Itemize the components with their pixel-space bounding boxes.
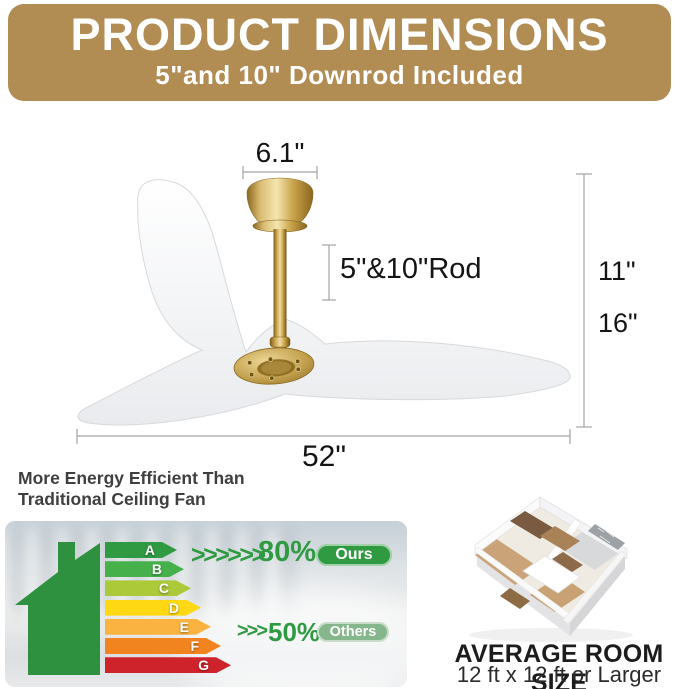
energy-bar-letter: C [158,580,169,597]
rod-length-dimension-line [322,244,336,301]
efficiency-heading-line1: More Energy Efficient Than [18,468,245,488]
energy-bar-letter: D [168,599,179,616]
height-lower-label: 16" [598,308,638,338]
energy-bar-b: B [105,561,184,577]
canopy-width-dimension-line [242,166,318,179]
fan-canopy [246,177,314,226]
energy-bar-e: E [105,619,211,635]
energy-bar-g: G [105,657,231,673]
others-chevrons: >>> [237,620,268,642]
energy-bar-c: C [105,580,191,596]
rod-length-label: 5"&10"Rod [340,253,482,285]
ours-percent: 80% [258,536,317,568]
page-subtitle: 5"and 10" Downrod Included [155,60,524,90]
fan-downrod [273,229,287,351]
page-title: PRODUCT DIMENSIONS [70,9,609,60]
energy-bar-a: A [105,542,177,558]
room-size-title: AVERAGE ROOM SIZE [454,640,664,689]
ours-badge: Ours [316,544,392,566]
height-dimension-line [576,173,592,428]
blade-span-label: 52" [301,440,347,473]
efficiency-heading: More Energy Efficient Than Traditional C… [18,468,245,510]
height-upper-label: 11" [598,256,636,286]
fan-hub [233,347,315,385]
others-percent: 50% [268,617,321,647]
energy-bar-d: D [105,600,201,616]
green-house-icon [15,542,100,675]
room-floorplan-illustration [469,496,633,642]
room-size-subtitle: 12 ft x 12 ft or Larger [456,662,662,687]
energy-bar-letter: F [190,638,199,654]
energy-bar-letter: G [198,657,209,674]
energy-bar-letter: A [144,542,155,558]
canopy-width-label: 6.1" [255,137,305,168]
energy-bar-letter: E [179,618,189,635]
fan-blades [77,179,571,426]
efficiency-heading-line2: Traditional Ceiling Fan [18,489,206,509]
ours-chevrons: >>>>>> [191,541,266,569]
fan-downrod-collar [269,336,291,348]
energy-bar-f: F [105,638,221,654]
energy-bar-letter: B [151,561,162,578]
others-badge: Others [317,622,389,642]
blade-span-dimension-line [76,429,571,444]
header-banner: PRODUCT DIMENSIONS 5"and 10" Downrod Inc… [8,4,671,101]
